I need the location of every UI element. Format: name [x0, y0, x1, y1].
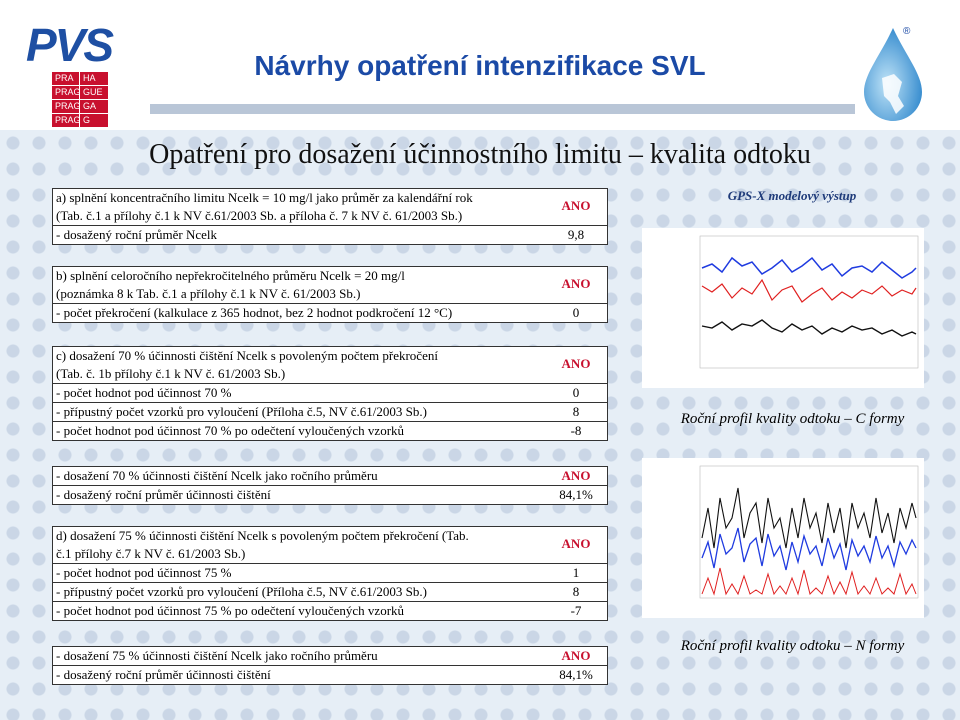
criterion-b-line2: (poznámka 8 k Tab. č.1 a přílohy č.1 k N…	[56, 286, 361, 301]
criterion-c-result: ANO	[561, 356, 591, 371]
registered-mark: ®	[903, 26, 911, 37]
criterion-d-box: d) dosažení 75 % účinnosti čištění Ncelk…	[52, 526, 608, 621]
carbon-forms-chart-image	[642, 228, 924, 388]
criterion-d-text: d) dosažení 75 % účinnosti čištění Ncelk…	[53, 527, 546, 563]
carbon-chart-black-series	[701, 319, 917, 337]
criterion-c-average-value: 84,1%	[559, 487, 593, 502]
criterion-d-average-sub-label: - dosažený roční průměr účinnosti čištěn…	[56, 667, 271, 682]
criterion-d-item-value: 8	[572, 584, 580, 599]
criterion-c-item-label: - přípustný počet vzorků pro vyloučení (…	[56, 404, 427, 419]
criterion-c-result-cell: ANO	[546, 347, 606, 373]
model-output-heading: GPS-X modelový výstup	[727, 188, 857, 203]
criterion-d-item-label: - počet hodnot pod účinnost 75 %	[56, 565, 232, 580]
criterion-a-box: a) splnění koncentračního limitu Ncelk =…	[52, 188, 608, 245]
criterion-d-line1: d) dosažení 75 % účinnosti čištění Ncelk…	[56, 528, 469, 543]
pvs-logo: PVS	[26, 19, 114, 71]
criterion-c-box: c) dosažení 70 % účinnosti čištění Ncelk…	[52, 346, 608, 441]
prague-logo-cell: HA	[80, 72, 108, 86]
carbon-chart-caption: Roční profil kvality odtoku – C formy	[680, 411, 905, 427]
nitrogen-chart-blue-series	[701, 527, 917, 571]
prague-logo-cell: G	[80, 114, 108, 128]
criterion-a-sub-value: 9,8	[567, 227, 585, 242]
criterion-a-text: a) splnění koncentračního limitu Ncelk =…	[53, 189, 546, 225]
criterion-b-sub-value: 0	[572, 305, 580, 320]
criterion-b-sub-label: - počet překročení (kalkulace z 365 hodn…	[56, 305, 453, 320]
criterion-d-average-value: 84,1%	[559, 667, 593, 682]
criterion-d-item-value: 1	[572, 565, 580, 580]
criterion-d-average-result: ANO	[561, 648, 591, 663]
water-drop-globe-icon	[864, 28, 922, 121]
criterion-c-item-label: - počet hodnot pod účinnost 70 % po odeč…	[56, 423, 405, 438]
criterion-d-average-box: - dosažení 75 % účinnosti čištění Ncelk …	[52, 646, 608, 685]
carbon-chart-blue-series	[701, 256, 917, 279]
criterion-b-text: b) splnění celoročního nepřekročitelného…	[53, 267, 546, 303]
criterion-c-average-result: ANO	[561, 468, 591, 483]
criterion-c-average-result-cell: ANO	[546, 467, 606, 485]
criterion-a-sub-label: - dosažený roční průměr Ncelk	[56, 227, 217, 242]
criterion-d-average-label: - dosažení 75 % účinnosti čištění Ncelk …	[56, 648, 378, 663]
criterion-a-line2: (Tab. č.1 a přílohy č.1 k NV č.61/2003 S…	[56, 208, 463, 223]
page-title: Návrhy opatření intenzifikace SVL	[254, 50, 706, 81]
prague-logo-cell: PRAGA	[52, 100, 87, 114]
criterion-c-average-sub-label: - dosažený roční průměr účinnosti čištěn…	[56, 487, 271, 502]
criterion-c-average-label: - dosažení 70 % účinnosti čištění Ncelk …	[56, 468, 378, 483]
nitrogen-chart-axes	[699, 465, 919, 599]
criterion-c-line1: c) dosažení 70 % účinnosti čištění Ncelk…	[56, 348, 438, 363]
title-underline	[150, 104, 855, 114]
nitrogen-chart-red-series	[701, 567, 917, 596]
criterion-b-line1: b) splnění celoročního nepřekročitelného…	[56, 268, 405, 283]
criterion-c-item-value: 8	[572, 404, 580, 419]
criterion-c-line2: (Tab. č. 1b přílohy č.1 k NV č. 61/2003 …	[56, 366, 286, 381]
criterion-d-item-value: -7	[570, 603, 582, 618]
nitrogen-forms-chart-image	[642, 458, 924, 618]
criterion-c-text: c) dosažení 70 % účinnosti čištění Ncelk…	[53, 347, 546, 383]
criterion-b-box: b) splnění celoročního nepřekročitelného…	[52, 266, 608, 323]
criterion-a-result: ANO	[561, 198, 591, 213]
prague-logo-cell: GUE	[80, 86, 108, 100]
criterion-d-line2: č.1 přílohy č.7 k NV č. 61/2003 Sb.)	[56, 546, 246, 561]
section-subtitle: Opatření pro dosažení účinnostního limit…	[149, 139, 811, 170]
criterion-a-result-cell: ANO	[546, 189, 606, 215]
prague-logo-cell: PRA	[52, 72, 80, 86]
criterion-d-item-label: - přípustný počet vzorků pro vyloučení (…	[56, 584, 427, 599]
criterion-d-result-cell: ANO	[546, 527, 606, 553]
prague-logo-cell: GA	[80, 100, 108, 114]
criterion-d-average-result-cell: ANO	[546, 647, 606, 665]
criterion-c-average-box: - dosažení 70 % účinnosti čištění Ncelk …	[52, 466, 608, 505]
criterion-b-result-cell: ANO	[546, 267, 606, 293]
carbon-chart-red-series	[701, 278, 917, 303]
prague-logo-cell: PRAG	[52, 114, 81, 128]
criterion-a-line1: a) splnění koncentračního limitu Ncelk =…	[56, 190, 473, 205]
criterion-c-item-value: 0	[572, 385, 580, 400]
prague-logo-cell: PRAGUE	[52, 86, 93, 100]
criterion-c-item-value: -8	[570, 423, 582, 438]
criterion-d-result: ANO	[561, 536, 591, 551]
nitrogen-chart-black-series	[701, 487, 917, 549]
criterion-c-item-label: - počet hodnot pod účinnost 70 %	[56, 385, 232, 400]
criterion-d-item-label: - počet hodnot pod účinnost 75 % po odeč…	[56, 603, 405, 618]
prague-logo: PRA HA PRAGUE GUE PRAGA GA PRAG G	[52, 72, 108, 128]
nitrogen-chart-caption: Roční profil kvality odtoku – N formy	[680, 638, 905, 654]
carbon-chart-axes	[699, 235, 919, 369]
criterion-b-result: ANO	[561, 276, 591, 291]
